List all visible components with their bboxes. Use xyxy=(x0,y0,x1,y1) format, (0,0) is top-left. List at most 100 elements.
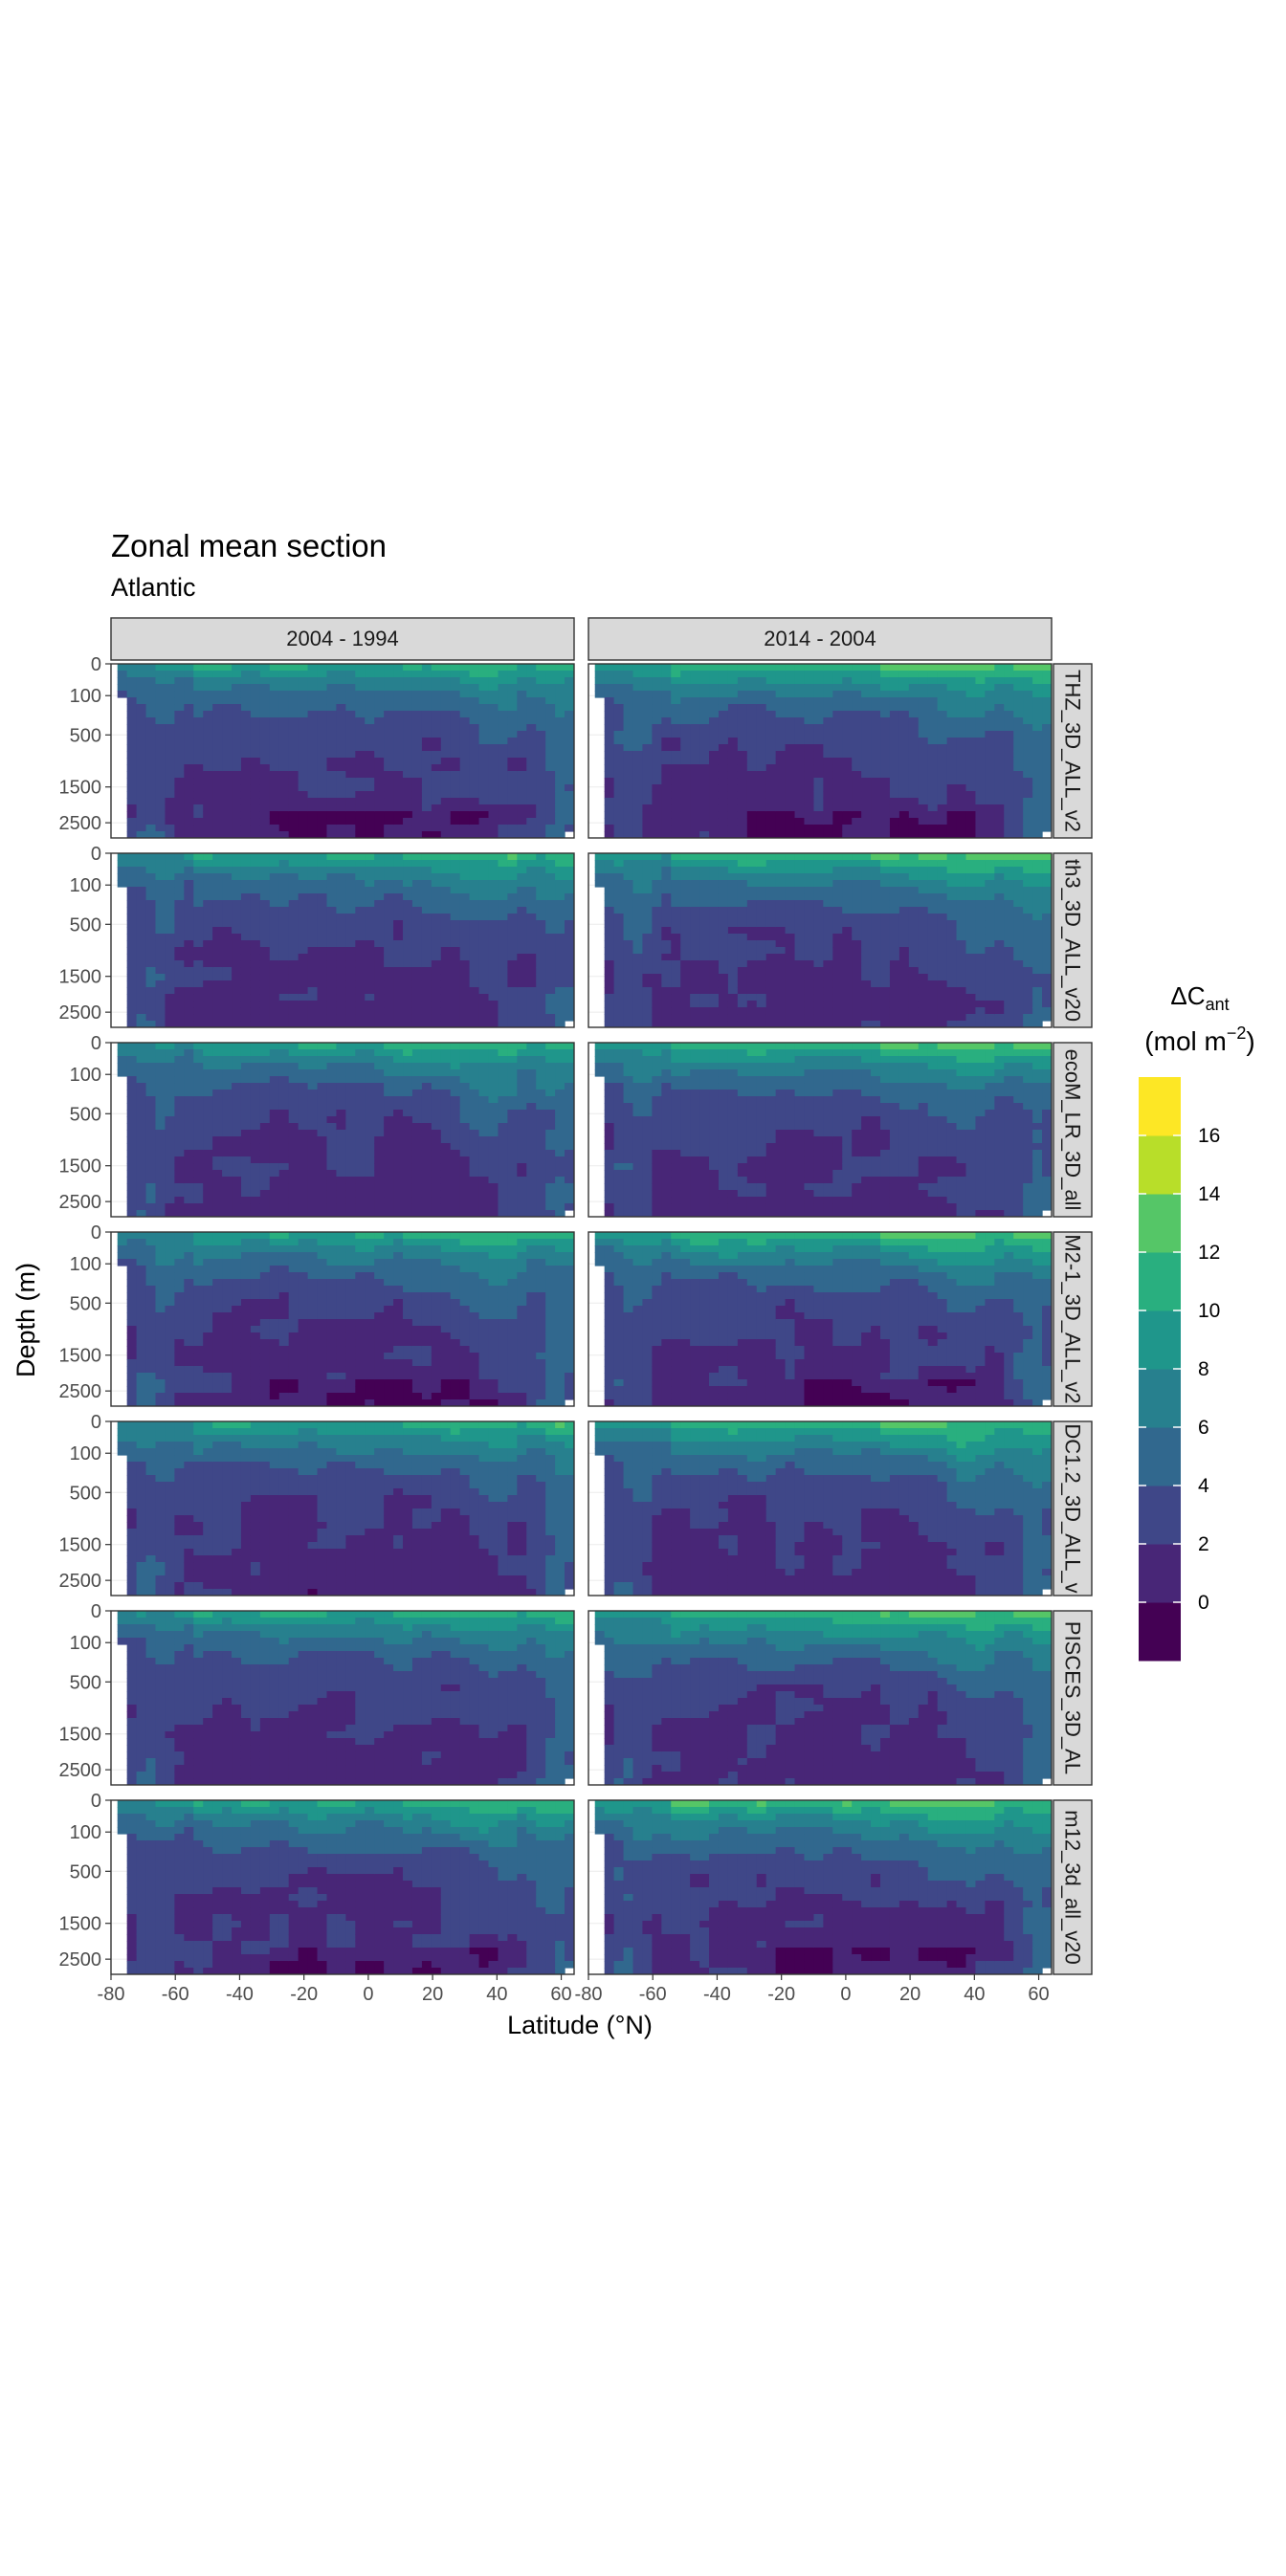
contour-cell xyxy=(232,731,242,738)
contour-cell xyxy=(842,920,853,928)
contour-cell xyxy=(661,994,672,1002)
contour-cell xyxy=(326,704,337,712)
contour-cell xyxy=(545,691,556,698)
contour-cell xyxy=(203,691,213,698)
contour-cell xyxy=(671,980,681,988)
contour-cell xyxy=(184,804,194,812)
contour-cell xyxy=(632,873,643,881)
contour-cell xyxy=(318,1014,328,1022)
contour-cell xyxy=(1023,873,1033,881)
contour-cell xyxy=(966,664,977,672)
contour-cell xyxy=(680,798,691,805)
contour-cell xyxy=(318,791,328,799)
contour-cell xyxy=(728,987,739,995)
contour-cell xyxy=(355,907,366,914)
contour-cell xyxy=(795,711,806,718)
contour-cell xyxy=(766,697,777,705)
contour-cell xyxy=(747,1007,758,1015)
contour-cell xyxy=(899,771,910,779)
contour-cell xyxy=(555,751,565,759)
contour-cell xyxy=(251,887,261,894)
contour-cell xyxy=(441,867,452,874)
contour-cell xyxy=(203,677,213,685)
contour-cell xyxy=(146,664,157,672)
contour-cell xyxy=(813,934,824,941)
contour-cell xyxy=(241,664,252,672)
contour-cell xyxy=(222,907,233,914)
contour-cell xyxy=(919,974,929,981)
contour-cell xyxy=(479,764,490,772)
contour-cell xyxy=(1032,704,1043,712)
contour-cell xyxy=(1013,927,1024,935)
contour-cell xyxy=(890,818,900,826)
contour-cell xyxy=(345,873,356,881)
contour-cell xyxy=(422,1001,432,1008)
contour-cell xyxy=(451,825,461,832)
contour-cell xyxy=(384,960,394,968)
contour-cell xyxy=(642,811,653,819)
contour-cell xyxy=(719,778,729,785)
contour-cell xyxy=(947,717,958,725)
contour-cell xyxy=(966,798,977,805)
contour-cell xyxy=(203,974,213,981)
contour-cell xyxy=(384,900,394,908)
contour-cell xyxy=(985,751,995,759)
contour-cell xyxy=(174,934,185,941)
contour-cell xyxy=(909,867,920,874)
contour-cell xyxy=(318,900,328,908)
contour-cell xyxy=(526,980,537,988)
contour-cell xyxy=(1013,791,1024,799)
contour-cell xyxy=(412,914,423,921)
contour-cell xyxy=(384,664,394,672)
contour-cell xyxy=(241,893,252,901)
contour-cell xyxy=(1013,731,1024,738)
contour-cell xyxy=(517,1001,527,1008)
contour-cell xyxy=(232,967,242,975)
contour-cell xyxy=(165,804,175,812)
contour-cell xyxy=(813,967,824,975)
contour-cell xyxy=(212,980,223,988)
contour-cell xyxy=(212,1007,223,1015)
contour-cell xyxy=(241,798,252,805)
contour-cell xyxy=(355,764,366,772)
contour-cell xyxy=(174,664,185,672)
contour-cell xyxy=(555,711,565,718)
contour-cell xyxy=(270,677,280,685)
contour-cell xyxy=(393,717,404,725)
contour-cell xyxy=(832,724,843,732)
contour-cell xyxy=(403,677,413,685)
contour-cell xyxy=(832,731,843,738)
contour-cell xyxy=(412,893,423,901)
contour-cell xyxy=(1004,811,1014,819)
contour-cell xyxy=(318,914,328,921)
contour-cell xyxy=(728,867,739,874)
contour-cell xyxy=(318,907,328,914)
contour-cell xyxy=(909,994,920,1002)
contour-cell xyxy=(507,778,518,785)
contour-cell xyxy=(412,811,423,819)
contour-cell xyxy=(880,724,891,732)
contour-cell xyxy=(241,671,252,678)
contour-cell xyxy=(614,751,625,759)
contour-cell xyxy=(661,784,672,792)
contour-cell xyxy=(919,731,929,738)
contour-cell xyxy=(994,818,1005,826)
contour-cell xyxy=(165,907,175,914)
contour-cell xyxy=(193,947,204,955)
contour-cell xyxy=(880,900,891,908)
contour-cell xyxy=(184,994,194,1002)
contour-cell xyxy=(909,717,920,725)
contour-cell xyxy=(975,1007,986,1015)
contour-cell xyxy=(899,974,910,981)
contour-cell xyxy=(565,987,575,995)
contour-cell xyxy=(470,751,480,759)
contour-cell xyxy=(699,893,710,901)
contour-cell xyxy=(947,947,958,955)
contour-cell xyxy=(690,967,700,975)
contour-cell xyxy=(422,804,432,812)
contour-cell xyxy=(709,751,720,759)
contour-cell xyxy=(279,967,290,975)
contour-cell xyxy=(174,920,185,928)
contour-cell xyxy=(699,744,710,752)
contour-cell xyxy=(813,907,824,914)
